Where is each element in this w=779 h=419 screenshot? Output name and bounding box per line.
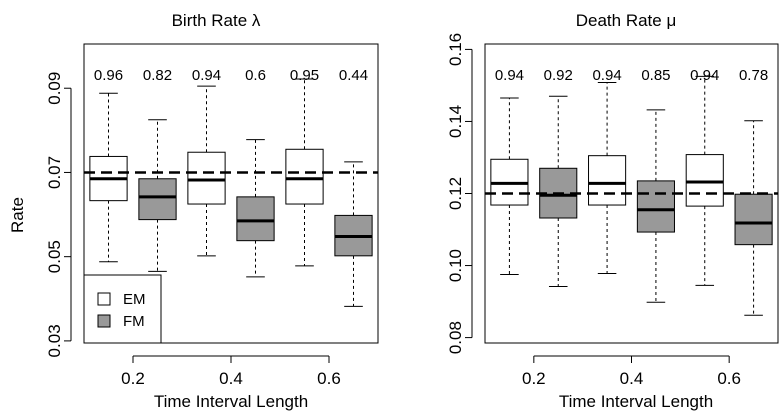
- birth-rate-panel: Birth Rate λ 0.03 0.05 0.07 0.09 0.2 0.4 0.6 Tim…: [8, 11, 379, 411]
- x-tick-label: 0.6: [717, 369, 741, 388]
- coverage-label: 0.94: [690, 67, 719, 84]
- x-tick-label: 0.6: [317, 369, 341, 388]
- coverage-label: 0.6: [245, 67, 266, 84]
- chart-title: Death Rate μ: [576, 11, 677, 30]
- plot-frame: [83, 43, 379, 344]
- box-fm: [636, 180, 675, 233]
- coverage-label: 0.94: [192, 67, 221, 84]
- y-tick-label: 0.12: [446, 177, 465, 210]
- x-tick-label: 0.4: [219, 369, 243, 388]
- box-em: [285, 148, 324, 205]
- y-tick-label: 0.05: [45, 240, 64, 273]
- legend-label-fm: FM: [123, 313, 145, 330]
- y-tick-label: 0.10: [446, 249, 465, 282]
- y-axis-label: Rate: [8, 197, 27, 233]
- coverage-label: 0.94: [592, 67, 621, 84]
- coverage-label: 0.94: [495, 67, 524, 84]
- coverage-label: 0.95: [290, 67, 319, 84]
- y-tick-label: 0.03: [45, 324, 64, 357]
- coverage-label: 0.96: [94, 67, 123, 84]
- box-em: [187, 151, 226, 205]
- coverage-label: 0.78: [739, 67, 768, 84]
- y-tick-label: 0.08: [446, 321, 465, 354]
- legend-label-em: EM: [123, 291, 146, 308]
- x-axis-label: Time Interval Length: [559, 392, 713, 411]
- x-tick-label: 0.4: [620, 369, 644, 388]
- box-em: [588, 155, 627, 206]
- x-axis-label: Time Interval Length: [154, 392, 308, 411]
- y-tick-label: 0.16: [446, 33, 465, 66]
- legend: EM FM: [83, 274, 162, 344]
- coverage-label: 0.44: [339, 67, 368, 84]
- legend-swatch-fm: [97, 314, 111, 328]
- box-fm: [138, 178, 177, 221]
- x-tick-label: 0.2: [121, 369, 145, 388]
- y-tick-label: 0.09: [45, 72, 64, 105]
- legend-box: [83, 274, 162, 344]
- legend-swatch-em: [97, 292, 111, 306]
- death-rate-panel: Death Rate μ 0.08 0.10 0.12 0.14 0.16 0.2 0.4 0.…: [446, 11, 779, 411]
- box-fm: [236, 196, 275, 242]
- coverage-label: 0.82: [143, 67, 172, 84]
- coverage-label: 0.92: [544, 67, 573, 84]
- box-fm: [734, 193, 773, 246]
- y-tick-label: 0.07: [45, 156, 64, 189]
- y-tick-label: 0.14: [446, 105, 465, 138]
- chart-title: Birth Rate λ: [172, 11, 261, 30]
- coverage-label: 0.85: [641, 67, 670, 84]
- box-em: [685, 154, 724, 207]
- x-tick-label: 0.2: [522, 369, 546, 388]
